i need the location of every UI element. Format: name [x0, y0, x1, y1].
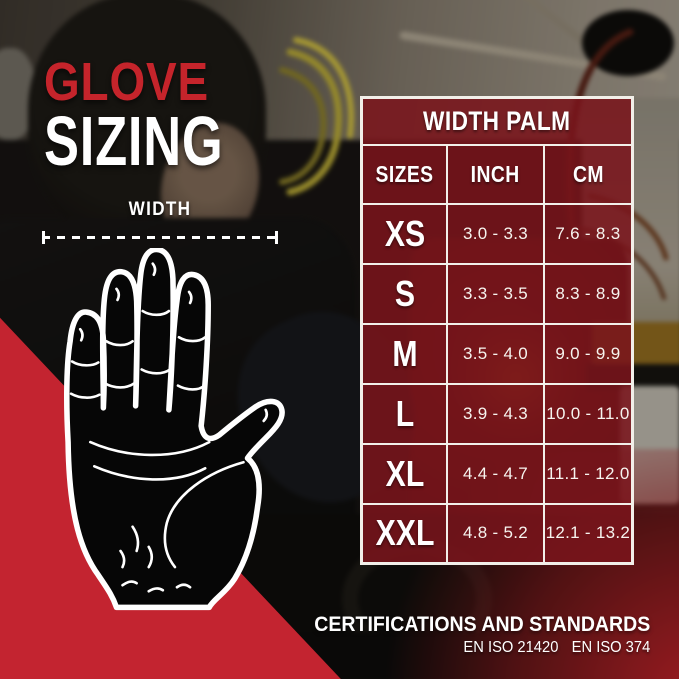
column-header-cm: CM	[542, 143, 634, 205]
inch-cell: 4.4 - 4.7	[446, 442, 545, 505]
yellow-cable-coil	[279, 37, 354, 196]
size-row-m: M 3.5 - 4.0 9.0 - 9.9	[360, 322, 634, 385]
size-row-xl: XL 4.4 - 4.7 11.1 - 12.0	[360, 442, 634, 505]
page-title: GLOVE SIZING	[44, 52, 283, 180]
size-row-xs: XS 3.0 - 3.3 7.6 - 8.3	[360, 202, 634, 265]
column-header-sizes: SIZES	[360, 143, 449, 205]
size-cell: S	[360, 262, 449, 325]
title-glove: GLOVE	[44, 52, 209, 112]
size-cell: XS	[360, 202, 449, 265]
standard-en-iso-374: EN ISO 374	[571, 639, 650, 657]
table-title-row: WIDTH PALM	[360, 96, 634, 146]
table-title: WIDTH PALM	[423, 105, 571, 136]
cm-cell: 8.3 - 8.9	[542, 262, 634, 325]
inch-cell: 3.9 - 4.3	[446, 382, 545, 445]
size-cell: XL	[360, 442, 449, 505]
measure-dashed-line	[42, 236, 278, 239]
size-cell: M	[360, 322, 449, 385]
cm-cell: 10.0 - 11.0	[542, 382, 634, 445]
inch-cell: 3.5 - 4.0	[446, 322, 545, 385]
dark-funnel-object	[582, 10, 674, 76]
palm-crease-lines	[69, 262, 269, 593]
width-measurement-label: WIDTH	[128, 199, 192, 220]
title-sizing: SIZING	[44, 101, 224, 180]
table-title-cell: WIDTH PALM	[360, 96, 634, 146]
glove-size-table: WIDTH PALM SIZES INCH CM XS 3.0 - 3.3 7.…	[360, 96, 634, 565]
certifications-standards: EN ISO 21420 EN ISO 374	[307, 639, 650, 657]
width-measurement-line-icon	[42, 231, 278, 244]
size-row-l: L 3.9 - 4.3 10.0 - 11.0	[360, 382, 634, 445]
size-row-s: S 3.3 - 3.5 8.3 - 8.9	[360, 262, 634, 325]
size-row-xxl: XXL 4.8 - 5.2 12.1 - 13.2	[360, 502, 634, 565]
measure-tick-right	[275, 231, 278, 244]
cm-cell: 12.1 - 13.2	[542, 502, 634, 565]
inch-cell: 3.3 - 3.5	[446, 262, 545, 325]
column-header-inch: INCH	[446, 143, 545, 205]
size-cell: L	[360, 382, 449, 445]
certifications-heading: CERTIFICATIONS AND STANDARDS	[314, 613, 650, 636]
hand-palm-icon	[64, 248, 285, 611]
inch-cell: 4.8 - 5.2	[446, 502, 545, 565]
certifications-block: CERTIFICATIONS AND STANDARDS EN ISO 2142…	[289, 612, 650, 657]
inch-cell: 3.0 - 3.3	[446, 202, 545, 265]
table-header-row: SIZES INCH CM	[360, 143, 634, 205]
cm-cell: 7.6 - 8.3	[542, 202, 634, 265]
cm-cell: 9.0 - 9.9	[542, 322, 634, 385]
standard-en-iso-21420: EN ISO 21420	[463, 639, 559, 657]
cm-cell: 11.1 - 12.0	[542, 442, 634, 505]
size-cell: XXL	[360, 502, 449, 565]
